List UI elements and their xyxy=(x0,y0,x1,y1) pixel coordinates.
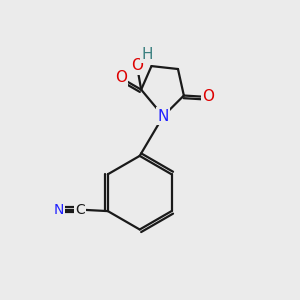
Text: O: O xyxy=(131,58,143,74)
Text: O: O xyxy=(202,89,214,104)
Text: H: H xyxy=(142,46,153,62)
Text: N: N xyxy=(158,109,169,124)
Text: O: O xyxy=(115,70,127,86)
Text: N: N xyxy=(53,202,64,217)
Text: C: C xyxy=(75,202,85,217)
